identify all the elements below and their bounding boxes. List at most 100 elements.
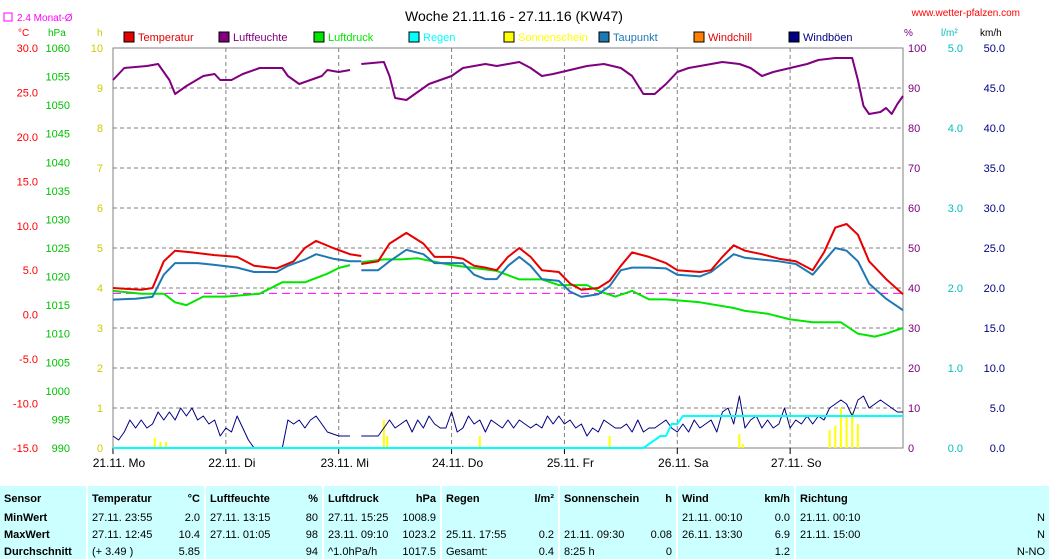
chart-marks (112, 57, 904, 449)
tick-wind: 35.0 (984, 163, 1005, 175)
tick-wind: 45.0 (984, 83, 1005, 95)
header-temp: Temperatur (92, 493, 152, 505)
unit-sun: h (97, 28, 103, 39)
sunshine-bar (851, 412, 854, 448)
tick-hum: 20 (908, 363, 920, 375)
header-press-unit: hPa (415, 493, 436, 505)
grid (112, 47, 904, 449)
series-line-taupunkt (112, 247, 904, 312)
legend-label-pressure: Luftdruck (328, 32, 374, 44)
tick-rain: 2.0 (948, 283, 963, 295)
website-link[interactable]: www.wetter-pfalzen.com (911, 8, 1020, 19)
tick-temp: 5.0 (23, 265, 38, 277)
tick-sun: 5 (97, 243, 103, 255)
tick-press: 1010 (46, 329, 70, 341)
stats-cell-value: 0 (665, 545, 672, 558)
stats-table: Sensor Temperatur °C Luftfeuchte% Luftdru… (0, 486, 1049, 560)
tick-wind: 15.0 (984, 323, 1005, 335)
stats-row-label: MinWert (4, 511, 48, 524)
x-tick-label: 26.11. Sa (658, 456, 709, 470)
sunshine-bar (608, 436, 611, 448)
tick-wind: 30.0 (984, 203, 1005, 215)
x-tick-label: 24.11. Do (432, 456, 483, 470)
stats-cell-time: 27.11. 23:55 (92, 511, 153, 524)
stats-cell-time: 26.11. 13:30 (682, 528, 743, 541)
stats-cell-time: 21.11. 00:10 (800, 511, 861, 524)
stats-cell-value: 1008.9 (402, 511, 436, 524)
legend-swatch-temperature (123, 31, 135, 43)
tick-rain: 0.0 (948, 443, 963, 455)
tick-temp: 30.0 (17, 43, 38, 55)
stats-cell-value: N-NO (1016, 545, 1045, 558)
stats-cell-value: 1.2 (774, 545, 790, 558)
tick-wind: 0.0 (990, 443, 1005, 455)
stats-cell-value: N (1037, 511, 1045, 524)
header-dir: Richtung (794, 486, 1049, 509)
stats-cell-time: 27.11. 15:25 (328, 511, 389, 524)
weather-chart: Woche 21.11.16 - 27.11.16 (KW47) www.wet… (3, 8, 1020, 470)
tick-press: 1040 (46, 157, 70, 169)
stats-cell-time: 27.11. 13:15 (210, 511, 271, 524)
header-hum-unit: % (308, 493, 318, 505)
unit-temp: °C (18, 28, 29, 39)
legend-label-gust: Windböen (803, 32, 853, 44)
legend-swatch-gust (788, 31, 800, 43)
avg-legend-label: 2.4 Monat-Ø (17, 13, 73, 24)
stats-cell-value: 2.0 (184, 511, 200, 524)
tick-press: 1020 (46, 272, 70, 284)
tick-press: 990 (52, 443, 70, 455)
series-line-windböen (112, 395, 903, 449)
stats-cell-value: 0.0 (774, 511, 790, 524)
stats-cell-value: 94 (305, 545, 318, 558)
tick-sun: 1 (97, 403, 103, 415)
tick-temp: -15.0 (13, 443, 38, 455)
stats-cell-time: 21.11. 15:00 (800, 528, 861, 541)
stats-cell-time: (+ 3.49 ) (92, 545, 134, 558)
tick-wind: 40.0 (984, 123, 1005, 135)
legend-label-sunshine: Sonnenschein (518, 32, 588, 44)
axis-units: °C hPa h% l/m² km/h (18, 28, 1002, 39)
sunshine-bar (382, 420, 385, 448)
tick-temp: 25.0 (17, 87, 38, 99)
tick-wind: 5.0 (990, 403, 1005, 415)
stats-cell-value: N (1037, 528, 1045, 541)
tick-sun: 9 (97, 83, 103, 95)
stats-cell-value: 0.4 (538, 545, 554, 558)
tick-press: 1060 (46, 43, 70, 55)
legend-label-humidity: Luftfeuchte (233, 32, 287, 44)
tick-sun: 4 (97, 283, 103, 295)
stats-cell-time: 23.11. 09:10 (328, 528, 389, 541)
header-hum: Luftfeuchte (210, 493, 270, 505)
stats-row-label: Durchschnitt (4, 545, 72, 558)
stats-cell-time: 27.11. 12:45 (92, 528, 153, 541)
tick-sun: 8 (97, 123, 103, 135)
legend: Temperatur Luftfeuchte Luftdruck Regen Sonne… (123, 31, 853, 44)
tick-wind: 50.0 (984, 43, 1005, 55)
tick-sun: 7 (97, 163, 103, 175)
stats-row-label: MaxWert (4, 528, 50, 541)
tick-temp: 15.0 (17, 176, 38, 188)
header-temp-unit: °C (187, 493, 200, 505)
legend-swatch-windchill (693, 31, 705, 43)
legend-label-windchill: Windchill (708, 32, 752, 44)
legend-swatch-dewpoint (598, 31, 610, 43)
tick-press: 1045 (46, 129, 70, 141)
stats-row: MaxWert 27.11. 12:45 10.4 27.11. 01:05 98 23.… (0, 526, 1049, 543)
legend-label-dewpoint: Taupunkt (613, 32, 658, 44)
tick-hum: 0 (908, 443, 914, 455)
sunshine-bar (856, 424, 859, 448)
stats-row: MinWert 27.11. 23:55 2.0 27.11. 13:15 80 27.1… (0, 509, 1049, 526)
tick-rain: 4.0 (948, 123, 963, 135)
tick-temp: -5.0 (19, 354, 38, 366)
tick-temp: -10.0 (13, 399, 38, 411)
header-sun-unit: h (665, 493, 672, 505)
sunshine-bar (159, 442, 162, 448)
stats-cell-value: 6.9 (774, 528, 790, 541)
tick-sun: 3 (97, 323, 103, 335)
tick-press: 1005 (46, 357, 70, 369)
series-line-temperatur (112, 223, 904, 295)
sunshine-bar (153, 438, 156, 448)
tick-press: 1030 (46, 214, 70, 226)
header-rain: Regen (446, 493, 480, 505)
legend-swatch-humidity (218, 31, 230, 43)
